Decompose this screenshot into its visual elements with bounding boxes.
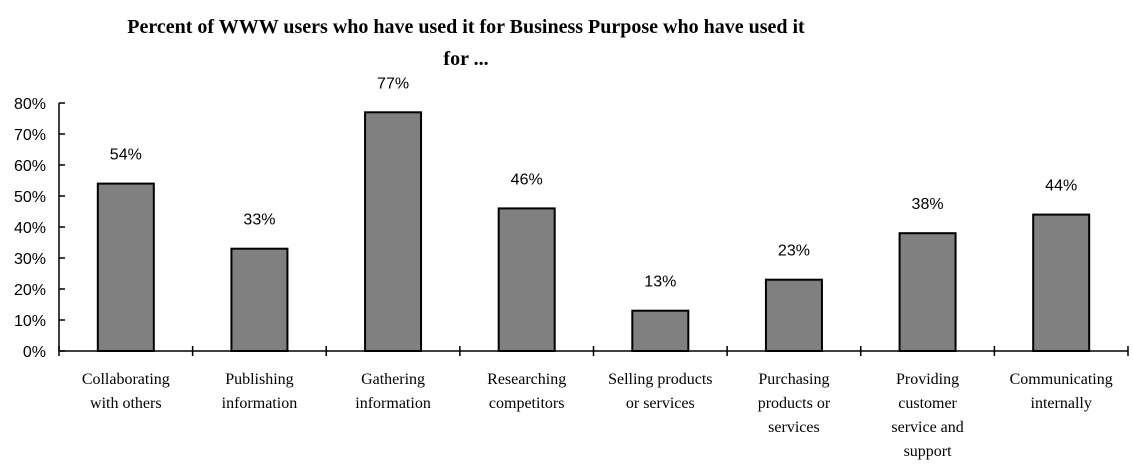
y-axis: 0% 10% 20% 30% 40% 50% 60% 70% 80% xyxy=(14,96,65,361)
category-label-line: competitors xyxy=(489,395,565,412)
category-label-line: Collaborating xyxy=(82,371,170,388)
bar xyxy=(230,247,289,352)
bar xyxy=(1032,213,1091,352)
category-label: Communicating internally xyxy=(1010,371,1113,412)
category-label-line: products or xyxy=(758,395,831,412)
category-label-line: Providing xyxy=(896,371,959,388)
bars: 54% 33% 77% 46% 13% 23% 38% 44% xyxy=(96,75,1091,353)
category-label-line: services xyxy=(768,419,820,436)
bar xyxy=(96,182,155,352)
x-axis: Collaborating with others Publishing inform… xyxy=(58,346,1129,460)
category-label: Gathering information xyxy=(355,371,431,412)
bar xyxy=(497,207,556,352)
data-label: 33% xyxy=(243,212,275,229)
category-label-line: Gathering xyxy=(361,371,425,388)
chart-title-line-1: Percent of WWW users who have used it fo… xyxy=(127,16,805,38)
y-tick-label: 60% xyxy=(14,158,46,175)
category-label: Collaborating with others xyxy=(82,371,170,412)
category-label: Selling products or services xyxy=(608,371,712,412)
chart-title-line-2: for ... xyxy=(443,48,488,70)
category-label: Purchasing products or services xyxy=(758,371,831,436)
category-label-line: information xyxy=(222,395,298,412)
category-label-line: Purchasing xyxy=(758,371,829,388)
y-tick-label: 0% xyxy=(23,344,46,361)
y-tick-label: 10% xyxy=(14,313,46,330)
data-label: 54% xyxy=(110,147,142,164)
category-label-line: service and xyxy=(891,419,963,436)
category-label-line: Publishing xyxy=(225,371,293,388)
data-label: 77% xyxy=(377,75,409,92)
category-label: Publishing information xyxy=(222,371,298,412)
category-label-line: Researching xyxy=(487,371,566,388)
data-label: 13% xyxy=(644,274,676,291)
y-tick-label: 30% xyxy=(14,251,46,268)
y-tick-label: 40% xyxy=(14,220,46,237)
data-label: 44% xyxy=(1045,178,1077,195)
category-label: Providing customer service and support xyxy=(891,371,963,460)
data-label: 38% xyxy=(912,196,944,213)
category-label-line: customer xyxy=(898,395,957,412)
y-tick-label: 20% xyxy=(14,282,46,299)
data-label: 46% xyxy=(511,171,543,188)
data-label: 23% xyxy=(778,243,810,260)
category-label-line: Communicating xyxy=(1010,371,1113,388)
y-tick-label: 80% xyxy=(14,96,46,113)
category-label-line: internally xyxy=(1031,395,1092,412)
category-label-line: support xyxy=(904,443,953,460)
category-label-line: Selling products xyxy=(608,371,712,388)
category-label-line: or services xyxy=(626,395,695,412)
bar xyxy=(631,309,690,353)
category-label-line: with others xyxy=(90,395,162,412)
bar xyxy=(898,232,957,352)
bar xyxy=(364,111,423,352)
bar xyxy=(764,278,823,353)
y-tick-label: 50% xyxy=(14,189,46,206)
category-label-line: information xyxy=(355,395,431,412)
y-tick-label: 70% xyxy=(14,127,46,144)
category-label: Researching competitors xyxy=(487,371,566,412)
